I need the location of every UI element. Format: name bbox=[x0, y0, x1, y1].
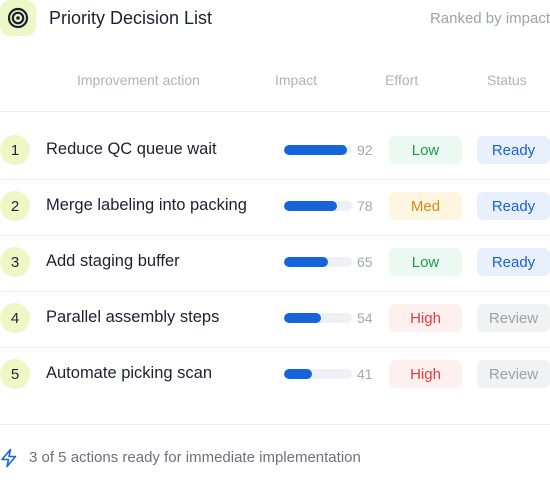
action-label: Merge labeling into packing bbox=[46, 196, 247, 214]
impact-bar-fill bbox=[284, 369, 312, 379]
impact-bar-fill bbox=[284, 201, 338, 211]
impact-bar-fill bbox=[284, 313, 321, 323]
impact-value: 54 bbox=[357, 310, 373, 326]
column-header-effort: Effort bbox=[385, 72, 419, 88]
impact-bar bbox=[284, 257, 352, 267]
rank-badge: 5 bbox=[0, 359, 30, 389]
action-label: Parallel assembly steps bbox=[46, 308, 220, 326]
page-subtitle: Ranked by impact bbox=[429, 10, 550, 27]
status-badge: Review bbox=[477, 360, 550, 388]
row-divider bbox=[0, 347, 550, 348]
effort-badge: Low bbox=[389, 136, 462, 164]
rank-badge: 1 bbox=[0, 135, 30, 165]
impact-value: 65 bbox=[357, 254, 373, 270]
impact-bar-fill bbox=[284, 257, 329, 267]
table-row[interactable]: 5 Automate picking scan 41 High Review bbox=[0, 348, 550, 404]
effort-badge: High bbox=[389, 304, 462, 332]
row-divider bbox=[0, 179, 550, 180]
header: Priority Decision List Ranked by impact bbox=[0, 0, 550, 40]
footer-summary: 3 of 5 actions ready for immediate imple… bbox=[29, 449, 361, 466]
table-row[interactable]: 4 Parallel assembly steps 54 High Review bbox=[0, 292, 550, 348]
impact-value: 92 bbox=[357, 142, 373, 158]
header-divider bbox=[0, 111, 550, 112]
impact-bar bbox=[284, 369, 352, 379]
row-divider bbox=[0, 235, 550, 236]
status-badge: Ready bbox=[477, 248, 550, 276]
status-badge: Ready bbox=[477, 192, 550, 220]
footer-divider bbox=[0, 424, 550, 425]
impact-bar bbox=[284, 313, 352, 323]
column-header-impact: Impact bbox=[275, 72, 318, 88]
impact-value: 78 bbox=[357, 198, 373, 214]
table-row[interactable]: 3 Add staging buffer 65 Low Ready bbox=[0, 236, 550, 292]
target-icon bbox=[0, 0, 36, 36]
action-label: Reduce QC queue wait bbox=[46, 140, 217, 158]
effort-badge: Low bbox=[389, 248, 462, 276]
page-title: Priority Decision List bbox=[49, 8, 213, 28]
rank-badge: 4 bbox=[0, 303, 30, 333]
rank-badge: 2 bbox=[0, 191, 30, 221]
table-row[interactable]: 2 Merge labeling into packing 78 Med Rea… bbox=[0, 180, 550, 236]
footer: 3 of 5 actions ready for immediate imple… bbox=[0, 446, 550, 470]
row-divider bbox=[0, 291, 550, 292]
impact-value: 41 bbox=[357, 366, 373, 382]
impact-bar-fill bbox=[284, 145, 347, 155]
impact-bar bbox=[284, 145, 352, 155]
column-header-action: Improvement action bbox=[77, 72, 200, 88]
lightning-bolt-icon bbox=[1, 448, 17, 468]
effort-badge: High bbox=[389, 360, 462, 388]
action-label: Add staging buffer bbox=[46, 252, 180, 270]
status-badge: Ready bbox=[477, 136, 550, 164]
table-row[interactable]: 1 Reduce QC queue wait 92 Low Ready bbox=[0, 124, 550, 180]
effort-badge: Med bbox=[389, 192, 462, 220]
action-label: Automate picking scan bbox=[46, 364, 213, 382]
rank-badge: 3 bbox=[0, 247, 30, 277]
column-header-status: Status bbox=[487, 72, 527, 88]
impact-bar bbox=[284, 201, 352, 211]
status-badge: Review bbox=[477, 304, 550, 332]
